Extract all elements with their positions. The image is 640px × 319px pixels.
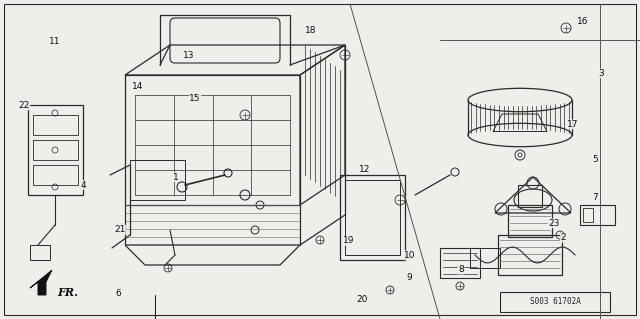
Text: 12: 12: [359, 165, 371, 174]
Bar: [470, 248, 500, 268]
Text: 18: 18: [305, 26, 316, 35]
Text: 15: 15: [189, 94, 201, 103]
Text: 23: 23: [548, 219, 559, 228]
Bar: [33, 165, 78, 185]
Text: 2: 2: [561, 233, 566, 242]
Text: 11: 11: [49, 37, 60, 46]
Text: 16: 16: [577, 17, 588, 26]
Bar: [33, 115, 78, 135]
Text: 21: 21: [115, 225, 126, 234]
Bar: [33, 140, 78, 160]
Bar: [500, 292, 610, 312]
Text: 10: 10: [404, 251, 415, 260]
Text: 13: 13: [183, 51, 195, 60]
Text: 17: 17: [567, 120, 579, 129]
Bar: [440, 248, 480, 278]
Bar: [28, 105, 83, 195]
Text: 14: 14: [132, 82, 143, 91]
Text: 1: 1: [173, 173, 179, 182]
Bar: [340, 175, 405, 260]
Bar: [508, 205, 552, 237]
Bar: [498, 235, 562, 275]
Text: 4: 4: [81, 181, 86, 189]
Text: FR.: FR.: [57, 286, 78, 298]
Bar: [345, 180, 400, 255]
Bar: [580, 205, 615, 225]
Bar: [130, 160, 185, 200]
Text: 8: 8: [458, 265, 463, 274]
Bar: [583, 208, 593, 222]
Bar: [518, 185, 542, 207]
Bar: [30, 245, 50, 260]
Text: 20: 20: [356, 295, 367, 304]
Text: 3: 3: [599, 69, 604, 78]
Text: 22: 22: [19, 101, 30, 110]
Text: 9: 9: [407, 273, 412, 282]
Text: 19: 19: [343, 236, 355, 245]
Text: 6: 6: [116, 289, 121, 298]
Polygon shape: [30, 270, 52, 295]
Text: S003 61702A: S003 61702A: [529, 298, 580, 307]
Text: 7: 7: [593, 193, 598, 202]
Text: 5: 5: [593, 155, 598, 164]
